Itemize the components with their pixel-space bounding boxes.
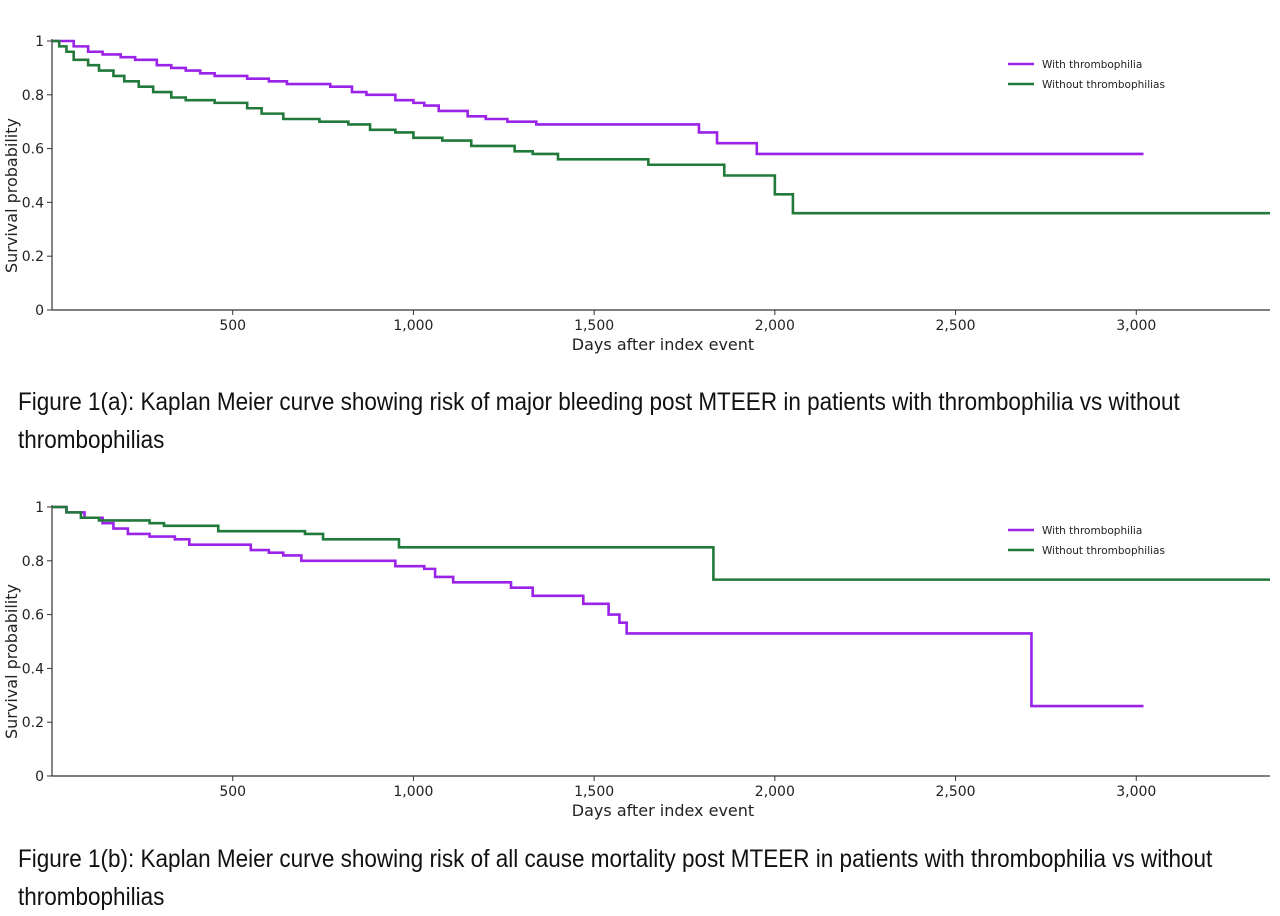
x-axis-label: Days after index event bbox=[572, 335, 754, 354]
y-tick-label: 1 bbox=[35, 500, 44, 516]
series-line-without-thrombophilias bbox=[52, 505, 1270, 581]
kaplan-meier-chart-a: 0 0.2 0.4 0.6 0.8 1 500 1,000 1,500 2,000 2,500 3,0… bbox=[0, 0, 1280, 360]
y-tick-label: 0.8 bbox=[22, 554, 44, 570]
legend-label: With thrombophilia bbox=[1042, 525, 1142, 537]
figure-caption-b: Figure 1(b): Kaplan Meier curve showing … bbox=[18, 845, 1213, 911]
x-tick-label: 1,500 bbox=[574, 318, 614, 334]
x-tick-label: 1,500 bbox=[574, 784, 614, 800]
y-tick-label: 0.4 bbox=[22, 195, 44, 211]
legend-label: With thrombophilia bbox=[1042, 59, 1142, 71]
y-tick-label: 1 bbox=[35, 34, 44, 50]
x-tick-label: 500 bbox=[219, 784, 246, 800]
x-tick-label: 500 bbox=[219, 318, 246, 334]
figure-caption-a: Figure 1(a): Kaplan Meier curve showing … bbox=[18, 388, 1180, 454]
chart-svg-0: 0 0.2 0.4 0.6 0.8 1 500 1,000 1,500 2,000 2,500 3,0… bbox=[2, 34, 1270, 354]
y-tick-label: 0.2 bbox=[22, 249, 44, 265]
y-axis-label: Survival probability bbox=[2, 584, 21, 739]
x-tick-label: 2,000 bbox=[755, 318, 795, 334]
y-tick-label: 0.6 bbox=[22, 142, 44, 158]
y-tick-label: 0.8 bbox=[22, 88, 44, 104]
series-line-with-thrombophilia bbox=[52, 39, 1144, 156]
y-axis-label: Survival probability bbox=[2, 118, 21, 273]
x-tick-label: 3,000 bbox=[1116, 318, 1156, 334]
x-axis-label: Days after index event bbox=[572, 801, 754, 820]
y-tick-label: 0.2 bbox=[22, 715, 44, 731]
legend-label: Without thrombophilias bbox=[1042, 79, 1165, 91]
y-tick-label: 0 bbox=[35, 769, 44, 785]
chart-svg-1: 0 0.2 0.4 0.6 0.8 1 500 1,000 1,500 2,000 2,500 3,0… bbox=[2, 500, 1270, 820]
x-tick-label: 2,500 bbox=[936, 784, 976, 800]
x-tick-label: 3,000 bbox=[1116, 784, 1156, 800]
x-tick-label: 1,000 bbox=[393, 318, 433, 334]
x-tick-label: 2,000 bbox=[755, 784, 795, 800]
series-line-without-thrombophilias bbox=[52, 39, 1270, 215]
x-tick-label: 1,000 bbox=[393, 784, 433, 800]
legend-label: Without thrombophilias bbox=[1042, 545, 1165, 557]
series-line-with-thrombophilia bbox=[52, 505, 1144, 708]
kaplan-meier-chart-b: 0 0.2 0.4 0.6 0.8 1 500 1,000 1,500 2,000 2,500 3,0… bbox=[0, 466, 1280, 826]
x-tick-label: 2,500 bbox=[936, 318, 976, 334]
y-tick-label: 0.6 bbox=[22, 608, 44, 624]
y-tick-label: 0 bbox=[35, 303, 44, 319]
y-tick-label: 0.4 bbox=[22, 661, 44, 677]
